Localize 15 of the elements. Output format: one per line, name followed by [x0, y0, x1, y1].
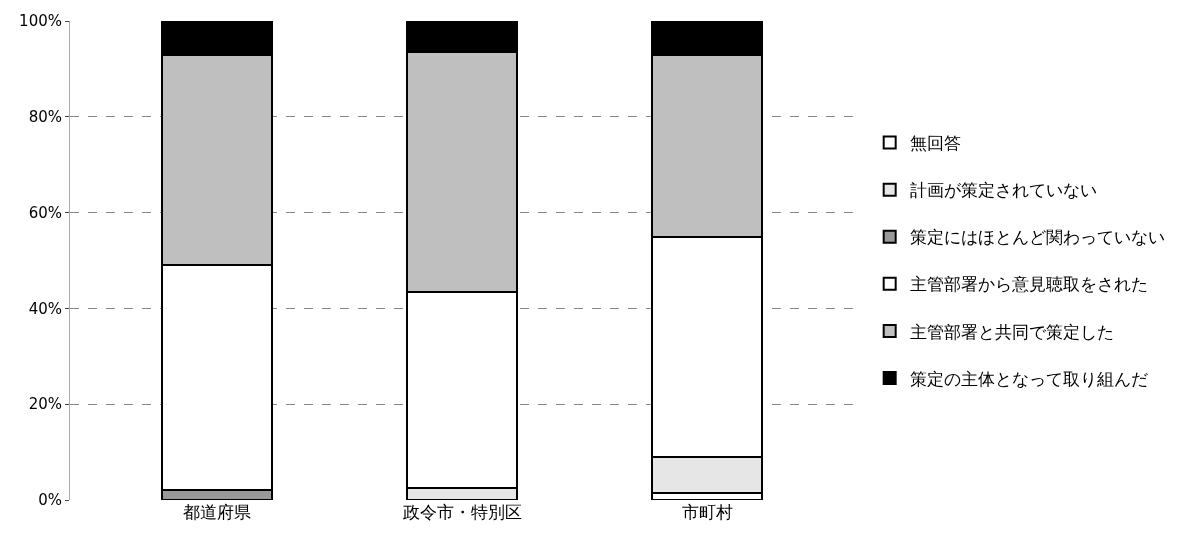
legend-label: 無回答	[909, 133, 961, 154]
y-tick-label: 60%	[28, 203, 62, 222]
legend-label: 策定にはほとんど関わっていない	[909, 227, 1165, 248]
x-tick-label: 都道府県	[183, 502, 251, 522]
y-tick-label: 80%	[28, 108, 62, 127]
y-tick-label: 0%	[38, 491, 62, 510]
legend-label: 主管部署と共同で策定した	[909, 321, 1114, 342]
legend-label: 計画が策定されていない	[909, 180, 1097, 201]
y-tick-label: 100%	[19, 12, 62, 31]
x-tick-label: 政令市・特別区	[402, 502, 522, 522]
y-tick-label: 20%	[28, 395, 62, 414]
x-tick-label: 市町村	[681, 502, 733, 522]
legend-label: 策定の主体となって取り組んだ	[909, 368, 1148, 389]
legend-label: 主管部署から意見聴取をされた	[909, 274, 1148, 295]
y-tick-label: 40%	[28, 299, 62, 318]
